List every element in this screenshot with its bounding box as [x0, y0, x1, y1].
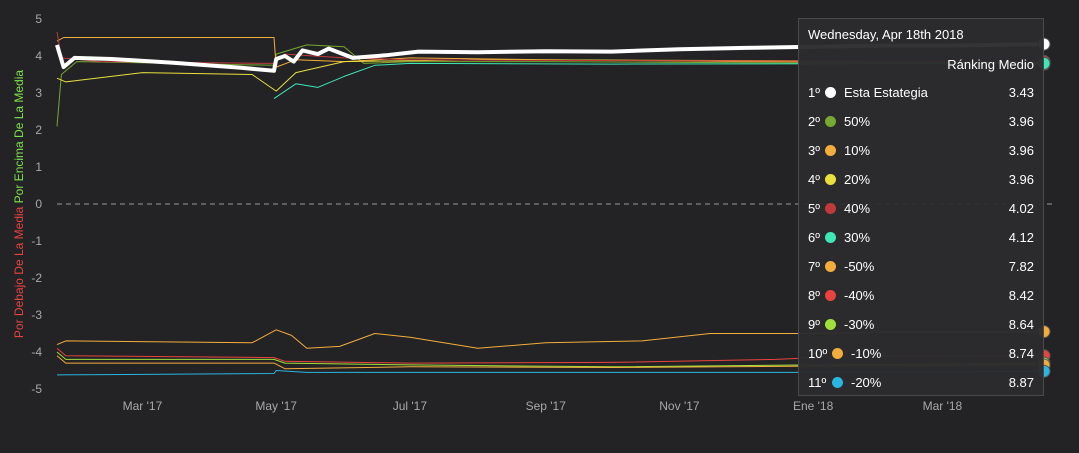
tooltip-series-name: -50% [844, 259, 875, 274]
tooltip-series-name: -10% [851, 346, 882, 361]
tooltip-row: 1º Esta Estategia 3.43 [808, 85, 1034, 105]
tooltip-rank: 9º [808, 317, 820, 332]
y-tick-label: 0 [35, 197, 42, 211]
series-line [55, 42, 1048, 73]
series-color-dot-icon [825, 174, 836, 185]
x-tick-label: Ene '18 [793, 399, 834, 413]
x-tick-label: Mar '18 [923, 399, 963, 413]
series-color-dot-icon [825, 319, 836, 330]
series-color-dot-icon [832, 377, 843, 388]
x-tick-label: Mar '17 [123, 399, 163, 413]
y-axis-label: Por Debajo De La Media Por Encima De La … [12, 70, 26, 338]
tooltip-rank: 5º [808, 201, 820, 216]
tooltip-value: 3.43 [1008, 85, 1034, 100]
x-tick-label: May '17 [255, 399, 297, 413]
y-tick-label: 1 [35, 160, 42, 174]
y-tick-label: -5 [31, 382, 42, 396]
tooltip-value: 4.12 [1008, 230, 1034, 245]
tooltip-value: 8.42 [1008, 288, 1034, 303]
series-color-dot-icon [832, 348, 843, 359]
tooltip-series-name: Esta Estategia [844, 85, 928, 100]
tooltip-rank: 8º [808, 288, 820, 303]
y-tick-label: 5 [35, 12, 42, 26]
tooltip-series-name: 30% [844, 230, 871, 245]
tooltip-value: 8.64 [1008, 317, 1034, 332]
tooltip-series-name: -20% [851, 375, 882, 390]
series-line [56, 370, 1048, 376]
tooltip-value: 3.96 [1008, 172, 1034, 187]
y-tick-label: -4 [31, 345, 42, 359]
tooltip-series-name: 40% [844, 201, 871, 216]
series-lines [55, 31, 1048, 376]
tooltip-rank: 4º [808, 172, 820, 187]
y-axis-ticks: 5 4 3 2 1 0 -1 -2 -3 -4 -5 [31, 12, 42, 396]
tooltip-rank: 1º [808, 85, 820, 100]
tooltip-row: 8º -40% 8.42 [808, 288, 1034, 308]
y-tick-label: -3 [31, 308, 42, 322]
tooltip-value: 8.74 [1008, 346, 1034, 361]
tooltip-series-name: -30% [844, 317, 875, 332]
y-tick-label: -2 [31, 271, 42, 285]
tooltip-series-name: 20% [844, 172, 871, 187]
y-tick-label: 3 [35, 86, 42, 100]
series-line [56, 355, 1048, 370]
tooltip-value: 4.02 [1008, 201, 1034, 216]
tooltip-row: 9º -30% 8.64 [808, 317, 1034, 337]
tooltip-row: 4º 20% 3.96 [808, 172, 1034, 192]
tooltip-row: 2º 50% 3.96 [808, 114, 1034, 134]
tooltip-row: 6º 30% 4.12 [808, 230, 1034, 250]
tooltip-rank: 7º [808, 259, 820, 274]
series-color-dot-icon [825, 145, 836, 156]
series-color-dot-icon [825, 261, 836, 272]
tooltip-rank: 11º [808, 375, 827, 390]
hover-tooltip: Wednesday, Apr 18th 2018 Ránking Medio 1… [798, 18, 1044, 396]
tooltip-value: 3.96 [1008, 143, 1034, 158]
y-tick-label: 2 [35, 123, 42, 137]
y-tick-label: 4 [35, 49, 42, 63]
tooltip-date: Wednesday, Apr 18th 2018 [808, 27, 964, 42]
x-axis-ticks: Mar '17 May '17 Jul '17 Sep '17 Nov '17 Ene '… [123, 399, 963, 413]
tooltip-row: 10º -10% 8.74 [808, 346, 1034, 366]
tooltip-value: 7.82 [1008, 259, 1034, 274]
tooltip-series-name: 50% [844, 114, 871, 129]
tooltip-row: 3º 10% 3.96 [808, 143, 1034, 163]
tooltip-value: 8.87 [1008, 375, 1034, 390]
series-line [273, 62, 1048, 100]
tooltip-value: 3.96 [1008, 114, 1034, 129]
x-tick-label: Jul '17 [393, 399, 428, 413]
series-color-dot-icon [825, 87, 836, 98]
series-line [56, 329, 1048, 349]
tooltip-row: 5º 40% 4.02 [808, 201, 1034, 221]
tooltip-row: 7º -50% 7.82 [808, 259, 1034, 279]
tooltip-rank: 2º [808, 114, 820, 129]
series-color-dot-icon [825, 232, 836, 243]
series-line [56, 351, 1048, 368]
y-axis-title: Por Debajo De La Media Por Encima De La … [12, 70, 26, 338]
series-color-dot-icon [825, 290, 836, 301]
x-tick-label: Sep '17 [526, 399, 567, 413]
y-tick-label: -1 [31, 234, 42, 248]
series-line [56, 44, 1048, 127]
tooltip-column-header: Ránking Medio [947, 57, 1034, 72]
tooltip-series-name: -40% [844, 288, 875, 303]
tooltip-row: 11º -20% 8.87 [808, 375, 1034, 395]
y-axis-title-part: Por Debajo De La Media [12, 206, 26, 338]
series-color-dot-icon [825, 116, 836, 127]
y-axis-title-part: Por Encima De La Media [12, 70, 26, 207]
tooltip-series-name: 10% [844, 143, 871, 158]
series-color-dot-icon [825, 203, 836, 214]
tooltip-rank: 6º [808, 230, 820, 245]
tooltip-rank: 10º [808, 346, 828, 361]
x-tick-label: Nov '17 [659, 399, 700, 413]
tooltip-rank: 3º [808, 143, 820, 158]
